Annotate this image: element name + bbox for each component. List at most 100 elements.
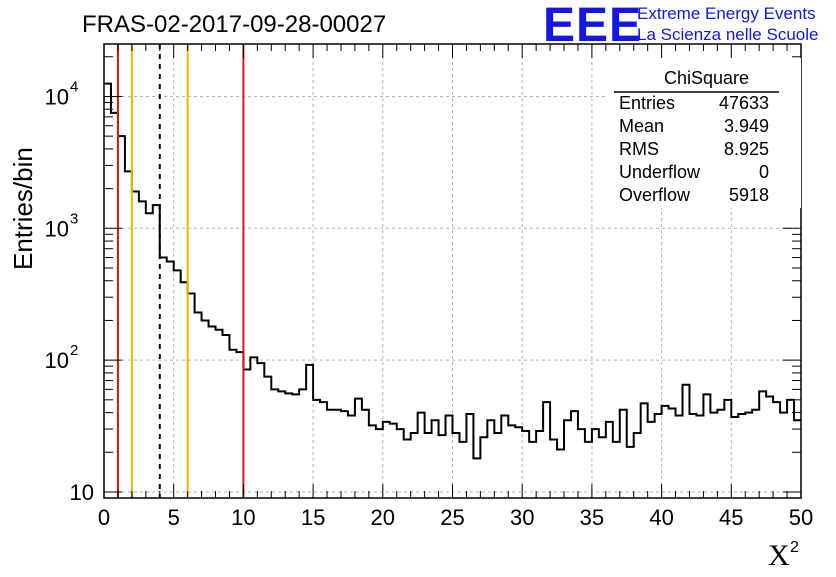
stats-box-title: ChiSquare — [664, 68, 749, 88]
stats-row-label: RMS — [619, 139, 659, 159]
histogram-bin — [418, 413, 425, 498]
histogram-bin — [334, 410, 341, 498]
histogram-bin — [446, 416, 453, 498]
histogram-bin — [487, 420, 494, 498]
x-tick-label: 50 — [789, 505, 813, 530]
histogram-bin — [209, 326, 216, 498]
histogram-bin — [641, 403, 648, 498]
histogram-bin — [160, 258, 167, 498]
histogram-bin — [111, 113, 118, 498]
stats-row-value: 47633 — [719, 93, 769, 113]
histogram-bin — [501, 416, 508, 498]
histogram-bin — [313, 400, 320, 498]
histogram-bin — [550, 440, 557, 498]
histogram-bin — [174, 270, 181, 498]
histogram-bin — [522, 431, 529, 498]
stats-box: ChiSquare Entries 47633 Mean 3.949 RMS 8.925 Un… — [608, 58, 801, 208]
x-tick-label: 45 — [719, 505, 743, 530]
histogram-bin — [222, 335, 229, 498]
histogram-bin — [181, 282, 188, 498]
histogram-bin — [592, 429, 599, 498]
histogram-bin — [425, 433, 432, 498]
histogram-bin — [529, 442, 536, 498]
chart-title: FRAS-02-2017-09-28-00027 — [82, 11, 386, 38]
y-tick-label: 10 — [45, 348, 69, 373]
histogram-bin — [104, 84, 111, 498]
histogram-bin — [271, 389, 278, 498]
x-tick-label: 10 — [231, 505, 255, 530]
x-axis-label: X 2 — [768, 539, 799, 572]
histogram-bin — [606, 422, 613, 498]
histogram-bin — [236, 352, 243, 498]
histogram-bin — [250, 357, 257, 498]
eee-logo-line2: La Scienza nelle Scuole — [637, 25, 818, 44]
histogram-bin — [459, 442, 466, 498]
x-tick-label: 20 — [371, 505, 395, 530]
stats-row-label: Entries — [619, 93, 675, 113]
y-tick-label: 10 — [70, 480, 94, 505]
histogram-bin — [216, 330, 223, 498]
histogram-bin — [724, 400, 731, 498]
histogram-bin — [320, 402, 327, 498]
histogram-bin — [696, 416, 703, 498]
histogram-bin — [466, 414, 473, 498]
stats-row-value: 5918 — [729, 185, 769, 205]
histogram-bin — [794, 420, 801, 498]
histogram-bin — [453, 433, 460, 498]
histogram-bin — [634, 433, 641, 498]
stats-row-value: 8.925 — [724, 139, 769, 159]
x-tick-label: 35 — [580, 505, 604, 530]
histogram-bin — [766, 396, 773, 498]
histogram-bin — [613, 442, 620, 498]
y-tick-exponent: 3 — [70, 210, 78, 227]
stats-row-value: 0 — [759, 162, 769, 182]
y-tick-label: 10 — [45, 216, 69, 241]
histogram-bin — [773, 402, 780, 498]
histogram-layer — [104, 82, 801, 498]
histogram-bin — [717, 410, 724, 498]
eee-logo-text: EEE — [543, 0, 642, 52]
x-tick-label: 5 — [168, 505, 180, 530]
histogram-bin — [508, 425, 515, 498]
histogram-bin — [243, 369, 250, 498]
histogram-bin — [146, 213, 153, 498]
histogram-bin — [620, 410, 627, 498]
y-tick-exponent: 4 — [70, 78, 78, 95]
histogram-bin — [515, 427, 522, 498]
histogram-bin — [780, 413, 787, 498]
histogram-bin — [264, 377, 271, 498]
histogram-bin — [411, 433, 418, 498]
histogram-bin — [480, 437, 487, 498]
histogram-bin — [348, 416, 355, 498]
histogram-bin — [139, 201, 146, 498]
histogram-bin — [676, 416, 683, 498]
y-tick-exponent: 2 — [70, 342, 78, 359]
histogram-outline — [104, 82, 801, 460]
x-axis-label-base: X — [768, 539, 790, 572]
histogram-bin — [745, 413, 752, 498]
histogram-bin — [689, 414, 696, 498]
stats-row-label: Underflow — [619, 162, 701, 182]
stats-row-value: 3.949 — [724, 116, 769, 136]
histogram-bin — [383, 422, 390, 498]
histogram-bin — [355, 399, 362, 498]
histogram-bin — [669, 408, 676, 498]
histogram-bin — [153, 205, 160, 498]
histogram-bin — [432, 420, 439, 498]
histogram-bin — [752, 410, 759, 498]
histogram-bin — [599, 437, 606, 498]
histogram-bin — [703, 394, 710, 498]
stats-row-label: Mean — [619, 116, 664, 136]
histogram-bin — [292, 394, 299, 498]
histogram-bin — [278, 391, 285, 498]
histogram-bin — [473, 458, 480, 498]
histogram-bin — [369, 425, 376, 498]
histogram-bin — [439, 435, 446, 498]
histogram-bin — [167, 261, 174, 498]
histogram-bin — [257, 363, 264, 498]
y-axis-label: Entries/bin — [8, 147, 38, 270]
x-axis-label-exponent: 2 — [790, 539, 799, 556]
histogram-bin — [731, 417, 738, 498]
